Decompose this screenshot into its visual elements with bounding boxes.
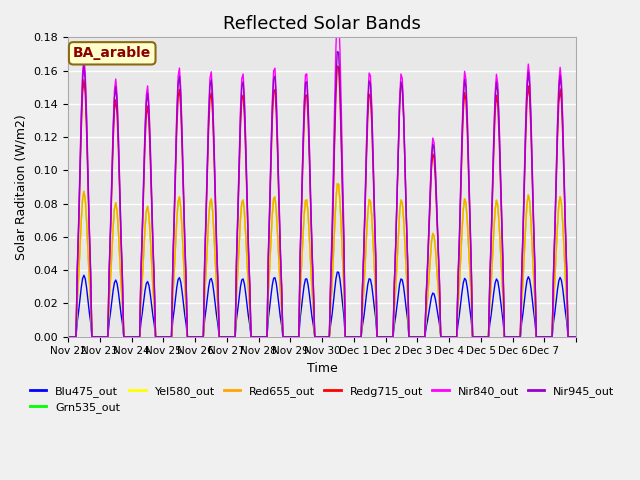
Yel580_out (333, 181, 341, 187)
Redg715_out (333, 63, 341, 69)
Redg715_out (326, 334, 333, 340)
Yel580_out (428, 239, 435, 245)
Redg715_out (428, 166, 435, 172)
Nir945_out (428, 157, 435, 163)
Grn535_out (64, 334, 72, 340)
Nir840_out (81, 71, 89, 76)
Red655_out (428, 239, 435, 245)
Grn535_out (570, 334, 577, 340)
Line: Red655_out: Red655_out (68, 184, 576, 337)
Blu475_out (333, 269, 341, 275)
Nir840_out (570, 334, 577, 340)
Nir945_out (503, 334, 511, 340)
Grn535_out (503, 334, 511, 340)
Line: Redg715_out: Redg715_out (68, 66, 576, 337)
Blu475_out (326, 334, 333, 340)
Nir840_out (64, 334, 72, 340)
Yel580_out (97, 334, 105, 340)
Nir945_out (570, 334, 577, 340)
Blu475_out (503, 334, 511, 340)
Yel580_out (326, 334, 333, 340)
Red655_out (81, 197, 89, 203)
Yel580_out (64, 334, 72, 340)
Blu475_out (570, 334, 577, 340)
Redg715_out (97, 334, 105, 340)
Yel580_out (503, 334, 511, 340)
Nir945_out (97, 334, 105, 340)
Line: Blu475_out: Blu475_out (68, 272, 576, 337)
Nir840_out (97, 334, 105, 340)
Blu475_out (64, 334, 72, 340)
Text: BA_arable: BA_arable (73, 46, 151, 60)
Red655_out (572, 334, 580, 340)
Red655_out (333, 181, 341, 187)
Nir945_out (333, 48, 341, 54)
Nir945_out (64, 334, 72, 340)
Blu475_out (97, 334, 105, 340)
Yel580_out (570, 334, 577, 340)
Grn535_out (333, 181, 341, 187)
Redg715_out (64, 334, 72, 340)
Blu475_out (428, 294, 435, 300)
Grn535_out (81, 197, 89, 203)
Nir945_out (326, 334, 333, 340)
Red655_out (570, 334, 577, 340)
Red655_out (503, 334, 511, 340)
Grn535_out (572, 334, 580, 340)
Nir840_out (428, 152, 435, 157)
Nir945_out (572, 334, 580, 340)
Line: Nir945_out: Nir945_out (68, 51, 576, 337)
Blu475_out (572, 334, 580, 340)
Nir840_out (503, 334, 511, 340)
Redg715_out (570, 334, 577, 340)
Redg715_out (503, 334, 511, 340)
Nir840_out (326, 334, 333, 340)
Grn535_out (428, 239, 435, 245)
Nir840_out (333, 11, 341, 16)
Nir945_out (81, 78, 89, 84)
Red655_out (64, 334, 72, 340)
Redg715_out (572, 334, 580, 340)
Red655_out (97, 334, 105, 340)
Legend: Blu475_out, Grn535_out, Yel580_out, Red655_out, Redg715_out, Nir840_out, Nir945_: Blu475_out, Grn535_out, Yel580_out, Red6… (25, 381, 619, 418)
Grn535_out (326, 334, 333, 340)
Title: Reflected Solar Bands: Reflected Solar Bands (223, 15, 421, 33)
Blu475_out (81, 276, 89, 282)
Red655_out (326, 334, 333, 340)
Yel580_out (572, 334, 580, 340)
Y-axis label: Solar Raditaion (W/m2): Solar Raditaion (W/m2) (15, 114, 28, 260)
Line: Nir840_out: Nir840_out (68, 13, 576, 337)
X-axis label: Time: Time (307, 362, 337, 375)
Line: Grn535_out: Grn535_out (68, 184, 576, 337)
Nir840_out (572, 334, 580, 340)
Line: Yel580_out: Yel580_out (68, 184, 576, 337)
Redg715_out (81, 92, 89, 97)
Yel580_out (81, 197, 89, 203)
Grn535_out (97, 334, 105, 340)
